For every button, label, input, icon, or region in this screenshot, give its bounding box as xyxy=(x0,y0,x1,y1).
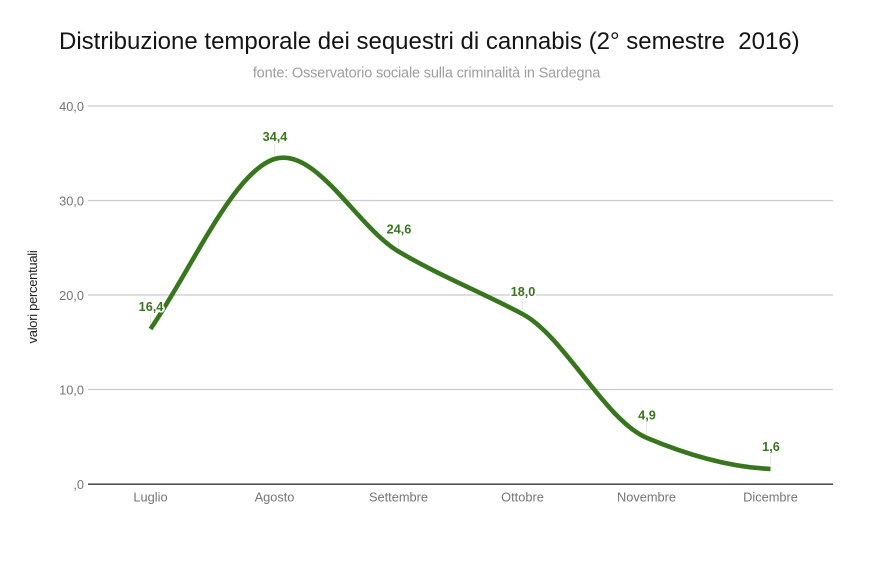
svg-text:Settembre: Settembre xyxy=(369,490,428,505)
svg-text:Novembre: Novembre xyxy=(617,490,676,505)
svg-text:Distribuzione temporale dei se: Distribuzione temporale dei sequestri di… xyxy=(59,28,800,55)
svg-text:18,0: 18,0 xyxy=(511,285,536,299)
svg-text:Luglio: Luglio xyxy=(133,490,167,505)
svg-text:24,6: 24,6 xyxy=(387,223,412,237)
svg-text:fonte: Osservatorio sociale su: fonte: Osservatorio sociale sulla crimin… xyxy=(253,66,601,82)
svg-text:Agosto: Agosto xyxy=(255,490,295,505)
svg-text:20,0: 20,0 xyxy=(59,288,84,303)
svg-text:30,0: 30,0 xyxy=(59,193,84,208)
svg-text:Dicembre: Dicembre xyxy=(743,490,798,505)
svg-text:4,9: 4,9 xyxy=(638,409,656,423)
svg-text:valori percentuali: valori percentuali xyxy=(25,250,40,343)
svg-text:1,6: 1,6 xyxy=(762,440,780,454)
svg-text:10,0: 10,0 xyxy=(59,382,84,397)
svg-text:16,4: 16,4 xyxy=(139,300,164,314)
svg-text:Ottobre: Ottobre xyxy=(501,490,544,505)
svg-text:40,0: 40,0 xyxy=(59,99,84,114)
svg-text:34,4: 34,4 xyxy=(263,130,288,144)
svg-text:,0: ,0 xyxy=(73,477,84,492)
